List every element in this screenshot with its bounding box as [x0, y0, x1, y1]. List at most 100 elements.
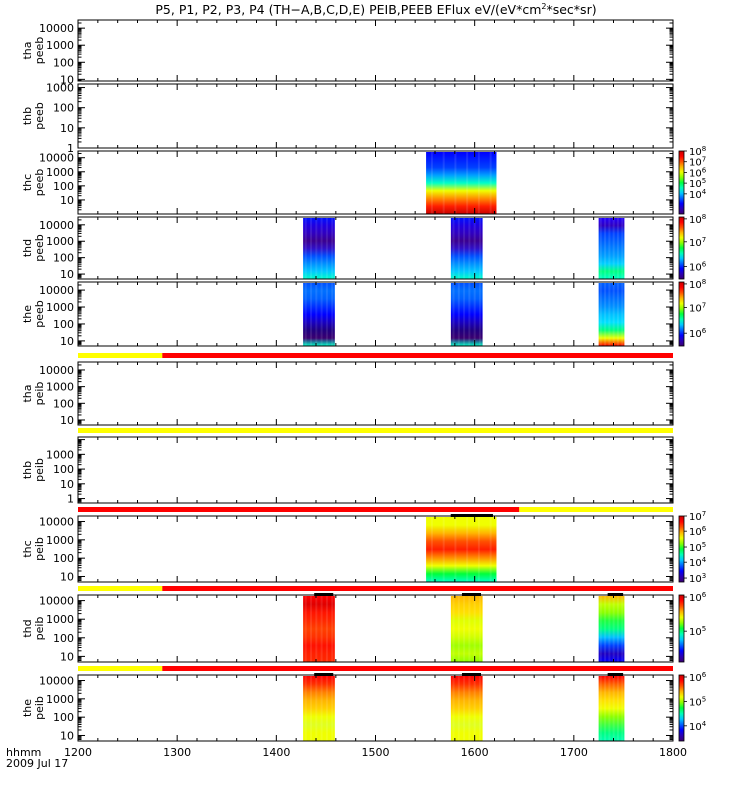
colorbar-tick-label: 104: [689, 720, 707, 733]
panel-tha-peib: 10 100 1000 10000 thapeib: [21, 361, 674, 427]
colorbar-scale: [678, 216, 685, 280]
x-tick-label: 1400: [262, 746, 290, 759]
panel-ylabel: thbpeeb: [21, 102, 46, 130]
mode-bar-segment: [519, 507, 673, 512]
y-tick-label: 10000: [39, 219, 74, 232]
panel-ylabel: thcpeeb: [21, 169, 46, 197]
panel-ylabel-product: peib: [33, 537, 46, 561]
y-tick-label: 10000: [39, 152, 74, 165]
panel-ylabel-probe: thd: [21, 619, 34, 637]
x-tick-label: 1800: [659, 746, 687, 759]
y-tick-label: 10: [60, 570, 74, 583]
panel-ylabel: thepeib: [21, 696, 46, 720]
panel-the-peeb: 10 100 1000 10000 thepeeb: [21, 281, 674, 348]
panel-ylabel-product: peib: [33, 458, 46, 482]
y-tick-label: 100: [53, 463, 74, 476]
y-tick-label: 100: [53, 632, 74, 645]
colorbar-tick-label: 106: [689, 166, 707, 179]
colorbar-tick-label: 103: [689, 572, 706, 585]
panel-background: [78, 516, 673, 582]
mode-bar-segment: [78, 353, 163, 358]
data-interval: [598, 596, 625, 662]
y-tick-label: 100: [53, 102, 74, 115]
y-tick-label: 100: [53, 180, 74, 193]
mode-bar-segment: [78, 666, 163, 671]
colorbar-tick-label: 107: [689, 156, 706, 169]
colorbar-tick-label: 105: [689, 177, 706, 190]
colorbar-tick-label: 105: [689, 695, 706, 708]
colorbar-tick-label: 104: [689, 188, 707, 201]
mode-bars: [78, 353, 673, 671]
colorbar-tick-label: 107: [689, 510, 706, 523]
x-tick-label: 1700: [560, 746, 588, 759]
panel-ylabel: thcpeib: [21, 537, 46, 561]
panel-thd-peeb: 10 100 1000 10000 thdpeeb: [21, 216, 674, 281]
y-tick-label: 100: [53, 318, 74, 331]
colorbar-tick-label: 106: [689, 671, 707, 684]
colorbar-tick-label: 105: [689, 625, 706, 638]
panel-ylabel-product: peeb: [33, 300, 46, 328]
y-tick-label: 1000: [46, 534, 74, 547]
panel-ylabel-product: peeb: [33, 169, 46, 197]
colorbar-tick-label: 108: [689, 145, 706, 158]
data-interval: [450, 283, 483, 346]
y-tick-label: 100: [53, 711, 74, 724]
colorbar-tick-label: 104: [689, 556, 707, 569]
colorbar-cbe2: 106 105 104: [678, 671, 707, 742]
x-tick-label: 1500: [362, 746, 390, 759]
x-tick-label: 1200: [64, 746, 92, 759]
panel-ylabel-probe: thd: [21, 239, 34, 257]
data-interval: [426, 152, 497, 214]
colorbar-tick-label: 106: [689, 327, 707, 340]
panel-background: [78, 20, 673, 81]
panel-ylabel: thbpeib: [21, 458, 46, 482]
panel-background: [78, 84, 673, 148]
panel-tha-peeb: 10 100 1000 10000 thapeeb: [21, 19, 674, 86]
colorbar-scale: [678, 281, 685, 347]
colorbar-tick-label: 106: [689, 261, 707, 274]
y-tick-label: 10000: [39, 675, 74, 688]
panel-ylabel-product: peib: [33, 696, 46, 720]
y-tick-label: 10: [60, 268, 74, 281]
panel-ylabel-product: peib: [33, 382, 46, 406]
data-interval: [426, 517, 497, 582]
panel-background: [78, 595, 673, 662]
panel-ylabel-product: peeb: [33, 37, 46, 65]
data-interval: [303, 596, 335, 662]
data-interval: [450, 596, 483, 662]
y-tick-label: 10: [60, 414, 74, 427]
mode-bar-segment: [78, 507, 520, 512]
panel-ylabel: thepeeb: [21, 300, 46, 328]
colorbar-cbe: 108 107 106: [678, 278, 707, 347]
data-interval: [598, 283, 625, 346]
y-tick-label: 100: [53, 252, 74, 265]
x-tick-label: 1600: [461, 746, 489, 759]
mode-bar-segment: [162, 666, 673, 671]
panel-ylabel-probe: tha: [21, 41, 34, 59]
y-tick-label: 10: [60, 122, 74, 135]
panel-the-peib: 10 100 1000 10000 thepeib: [21, 673, 674, 742]
y-tick-label: 10: [60, 73, 74, 86]
figure-title: P5, P1, P2, P3, P4 (TH−A,B,C,D,E) PEIB,P…: [155, 2, 596, 17]
panel-ylabel-probe: tha: [21, 384, 34, 402]
colorbar-tick-label: 107: [689, 302, 706, 315]
y-tick-label: 1000: [46, 448, 74, 461]
panel-ylabel-probe: the: [21, 305, 34, 323]
colorbar-cbd2: 106 105: [678, 591, 707, 663]
data-interval: [450, 676, 483, 741]
y-tick-label: 10000: [39, 22, 74, 35]
y-tick-label: 1000: [46, 613, 74, 626]
y-tick-label: 1000: [46, 166, 74, 179]
y-tick-label: 10: [60, 650, 74, 663]
y-tick-label: 1000: [46, 39, 74, 52]
panel-ylabel: thapeeb: [21, 37, 46, 65]
figure-title-tail: *sec*sr): [546, 2, 596, 17]
y-tick-label: 10000: [39, 284, 74, 297]
panel-ylabel-product: peeb: [33, 102, 46, 130]
y-tick-label: 1: [67, 493, 74, 506]
panel-ylabel: thdpeeb: [21, 234, 46, 262]
panel-ylabel-probe: thb: [21, 461, 34, 479]
colorbars: 1081071061051041081071061081071061071061…: [678, 145, 707, 742]
